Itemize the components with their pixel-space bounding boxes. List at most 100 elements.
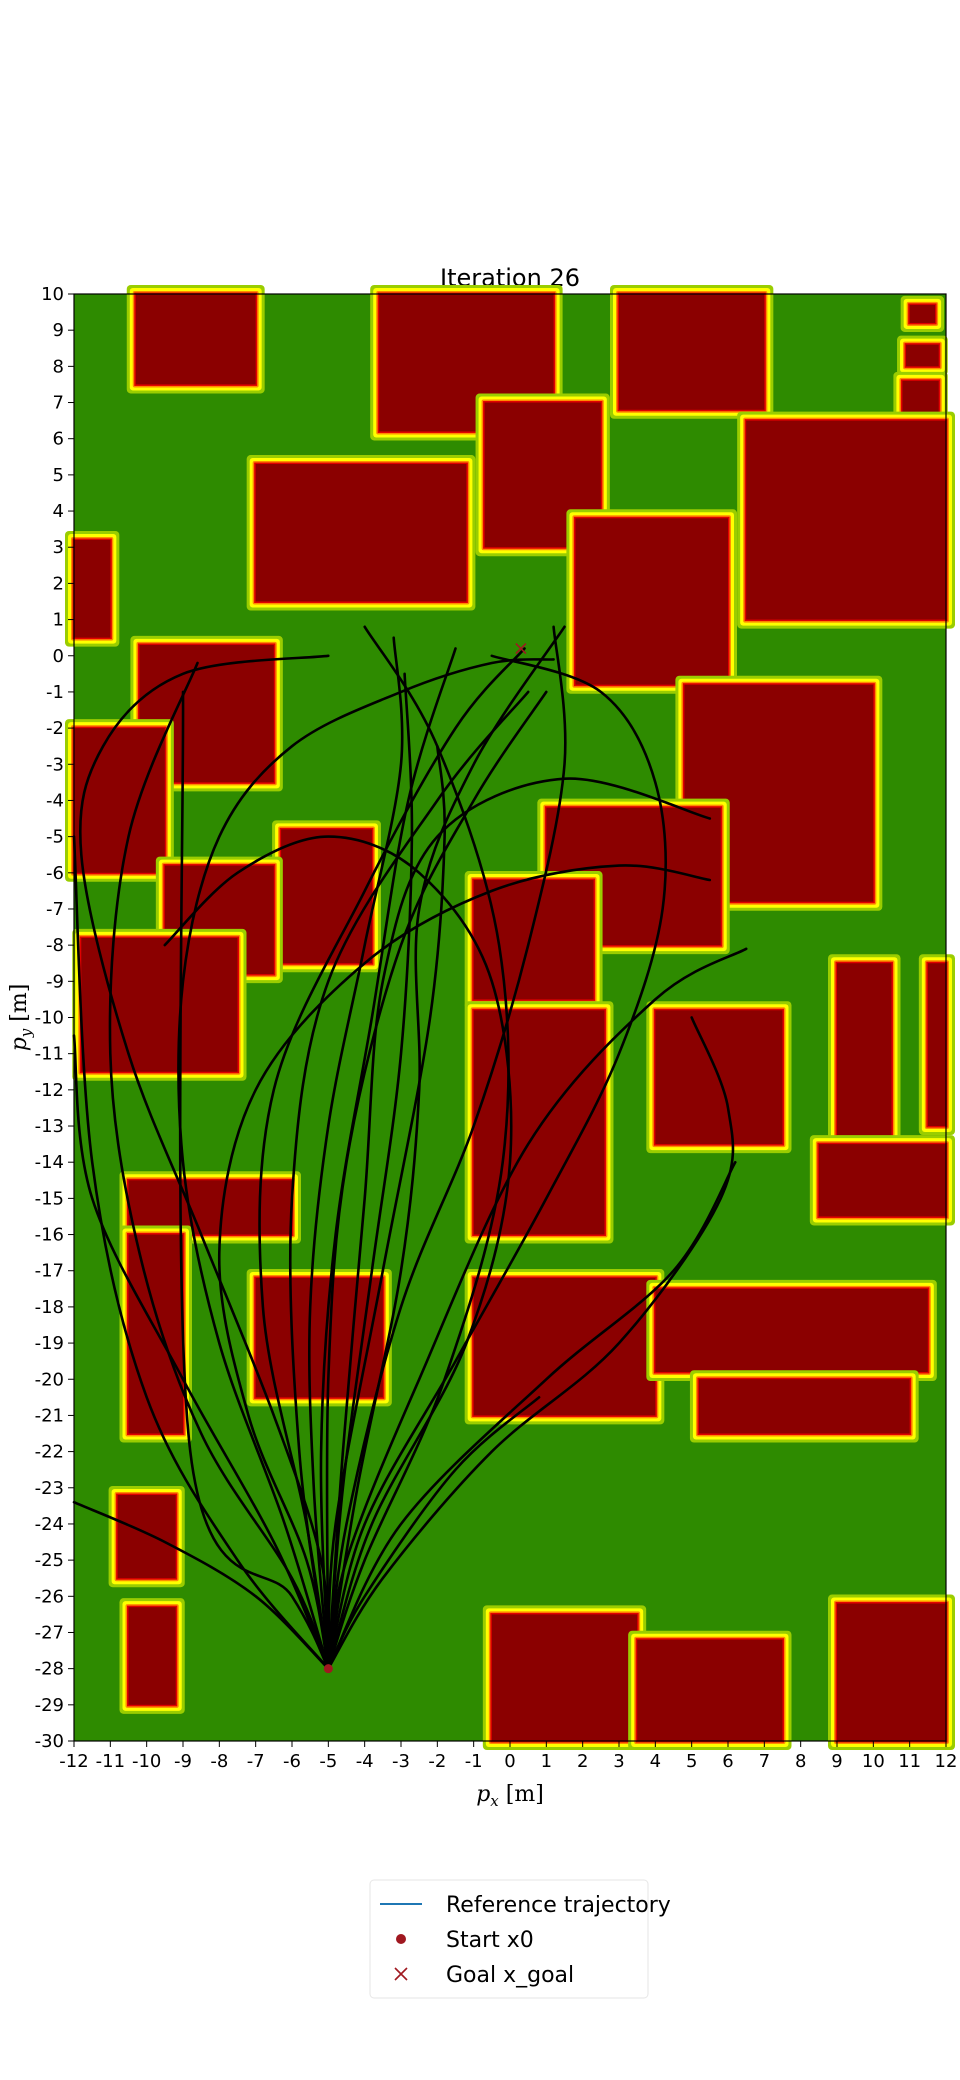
legend-label: Start x0 — [446, 1928, 534, 1953]
trajectory-21 — [178, 690, 330, 1670]
obstacle-cell — [281, 829, 372, 964]
legend-label: Goal x_goal — [446, 1963, 574, 1988]
obstacle-b33 — [119, 1598, 185, 1714]
x-axis: -12 -11 -10 -9 -8 -7 -6 -5 -4 -3 -2 -1 0 1 2 3 4 5 6 7 8 9 10 1… — [59, 1741, 957, 1772]
x-axis-label: px [m] — [476, 1782, 544, 1810]
obstacle-cell — [927, 963, 946, 1127]
y-tick-label: -7 — [46, 899, 64, 920]
y-tick-label: 4 — [53, 501, 64, 522]
x-tick-label: -8 — [210, 1751, 228, 1772]
obstacle-b35 — [628, 1630, 792, 1750]
y-tick-label: -4 — [46, 790, 64, 811]
obstacle-cell — [818, 1144, 946, 1217]
obstacle-cell — [473, 1277, 656, 1416]
y-tick-label: -27 — [35, 1622, 64, 1643]
start-marker — [323, 1664, 333, 1674]
x-tick-label: 12 — [935, 1751, 958, 1772]
x-tick-label: -5 — [319, 1751, 337, 1772]
obstacle-cell — [117, 1495, 176, 1579]
y-tick-label: -2 — [46, 718, 64, 739]
obstacle-b10 — [246, 455, 476, 611]
trajectory-14 — [72, 1034, 330, 1670]
obstacle-cell — [491, 1614, 638, 1741]
obstacle-cell — [135, 294, 256, 385]
y-tick-label: -15 — [35, 1188, 64, 1209]
obstacle-cell — [128, 1607, 176, 1705]
y-tick-label: -1 — [46, 682, 64, 703]
obstacle-b29 — [464, 1268, 665, 1425]
x-tick-label: 2 — [577, 1751, 588, 1772]
marker-layer — [323, 642, 527, 1674]
obstacle-cell — [909, 304, 936, 323]
y-tick-label: -14 — [35, 1152, 64, 1173]
legend-x-swatch — [394, 1967, 408, 1981]
obstacle-b26 — [119, 1171, 301, 1244]
obstacle-b19 — [464, 871, 603, 1009]
obstacle-cell — [81, 937, 238, 1072]
obstacle-b4 — [610, 285, 774, 419]
y-tick-label: 10 — [41, 284, 64, 305]
y-tick-label: -26 — [35, 1586, 64, 1607]
y-tick-label: -16 — [35, 1225, 64, 1246]
obstacle-b5 — [900, 295, 945, 332]
y-tick-label: 2 — [53, 573, 64, 594]
y-tick-label: -23 — [35, 1478, 64, 1499]
y-tick-label: -19 — [35, 1333, 64, 1354]
trajectory-18 — [327, 625, 567, 1670]
y-tick-label: -21 — [35, 1405, 64, 1426]
obstacle-b23 — [828, 954, 901, 1172]
x-tick-label: 10 — [862, 1751, 885, 1772]
x-tick-label: 5 — [686, 1751, 697, 1772]
goal-marker — [515, 642, 527, 655]
y-tick-label: 1 — [53, 610, 64, 631]
y-tick-label: -30 — [35, 1731, 64, 1752]
x-tick-label: 0 — [504, 1751, 515, 1772]
y-tick-label: -11 — [35, 1044, 64, 1065]
y-tick-label: -20 — [35, 1369, 64, 1390]
obstacle-cell — [637, 1639, 783, 1741]
obstacle-cell — [74, 539, 111, 638]
obstacle-cell — [255, 464, 467, 602]
obstacle-cell — [746, 420, 946, 620]
legend-label: Reference trajectory — [446, 1893, 671, 1918]
x-tick-label: 1 — [541, 1751, 552, 1772]
trajectory-19 — [72, 835, 330, 1670]
obstacle-b7 — [893, 371, 948, 423]
y-tick-label: -9 — [46, 971, 64, 992]
y-tick-label: -18 — [35, 1297, 64, 1318]
y-tick-label: -6 — [46, 863, 64, 884]
y-tick-label: -5 — [46, 827, 64, 848]
obstacle-b25 — [809, 1135, 955, 1226]
trajectory-17 — [288, 690, 530, 1670]
obstacle-b20 — [72, 928, 247, 1081]
trajectory-2 — [327, 744, 447, 1670]
x-tick-label: -10 — [132, 1751, 161, 1772]
x-tick-label: -12 — [59, 1751, 88, 1772]
x-tick-label: -1 — [465, 1751, 483, 1772]
obstacle-b9 — [65, 530, 120, 647]
trajectory-22 — [217, 864, 712, 1670]
obstacle-cell — [619, 294, 765, 410]
obstacle-cell — [473, 880, 594, 1000]
x-tick-label: -2 — [428, 1751, 446, 1772]
y-tick-label: -3 — [46, 754, 64, 775]
x-tick-label: 7 — [759, 1751, 770, 1772]
obstacle-b31 — [689, 1370, 919, 1443]
legend-dot-swatch — [396, 1934, 406, 1944]
legend: Reference trajectory Start x0 Goal x_goal — [369, 1879, 671, 1999]
trajectory-23 — [327, 672, 414, 1670]
obstacle-b32 — [108, 1486, 185, 1588]
x-tick-label: 6 — [722, 1751, 733, 1772]
trajectory-11 — [327, 654, 668, 1670]
obstacle-b34 — [482, 1605, 647, 1750]
obstacle-b27 — [119, 1225, 192, 1443]
x-tick-label: -7 — [247, 1751, 265, 1772]
obstacle-cell — [473, 1010, 605, 1235]
x-tick-label: -6 — [283, 1751, 301, 1772]
obstacle-cell — [837, 963, 892, 1163]
x-tick-label: -9 — [174, 1751, 192, 1772]
obstacle-cell — [698, 1379, 910, 1434]
y-tick-label: 7 — [53, 393, 64, 414]
x-tick-label: 4 — [650, 1751, 661, 1772]
